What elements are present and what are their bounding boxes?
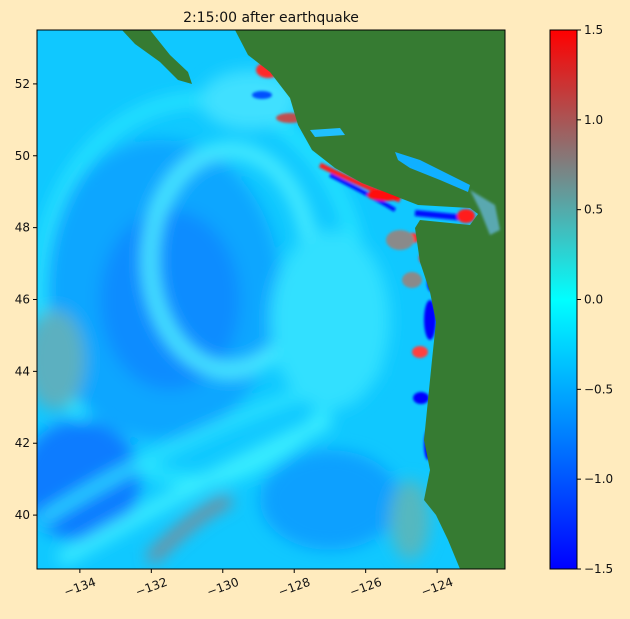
inland-waters [310, 128, 500, 235]
x-tick-label: −124 [419, 575, 455, 599]
y-tick-label: 46 [15, 293, 30, 307]
colorbar-tick-label: 0.5 [584, 203, 603, 217]
ocean-swirls [37, 70, 430, 567]
colorbar [549, 29, 578, 570]
plot-area [37, 30, 505, 569]
mainland [235, 30, 505, 569]
colorbar-tick-label: 1.5 [584, 23, 603, 37]
y-axis: 40 42 44 46 48 50 52 [15, 77, 37, 522]
colorbar-tick-label: 0.0 [584, 293, 603, 307]
colorbar-tick-label: −0.5 [584, 382, 613, 396]
island [122, 30, 192, 84]
chart-title: 2:15:00 after earthquake [183, 10, 359, 26]
colorbar-tick-label: 1.0 [584, 113, 603, 127]
land [122, 30, 505, 569]
x-axis: −134 −132 −130 −128 −126 −124 [62, 569, 455, 599]
y-tick-label: 42 [15, 436, 30, 450]
x-tick-label: −132 [133, 575, 169, 599]
x-tick-label: −128 [276, 575, 312, 599]
colorbar-tick-label: −1.0 [584, 472, 613, 486]
y-tick-label: 40 [15, 508, 30, 522]
x-tick-label: −126 [348, 575, 384, 599]
x-tick-label: −130 [205, 575, 241, 599]
colorbar-axis: −1.5 −1.0 −0.5 0.0 0.5 1.0 1.5 [577, 23, 613, 576]
y-tick-label: 48 [15, 221, 30, 235]
y-tick-label: 52 [15, 77, 30, 91]
y-tick-label: 44 [15, 364, 30, 378]
colorbar-tick-label: −1.5 [584, 562, 613, 576]
y-tick-label: 50 [15, 149, 30, 163]
x-tick-label: −134 [62, 575, 98, 599]
